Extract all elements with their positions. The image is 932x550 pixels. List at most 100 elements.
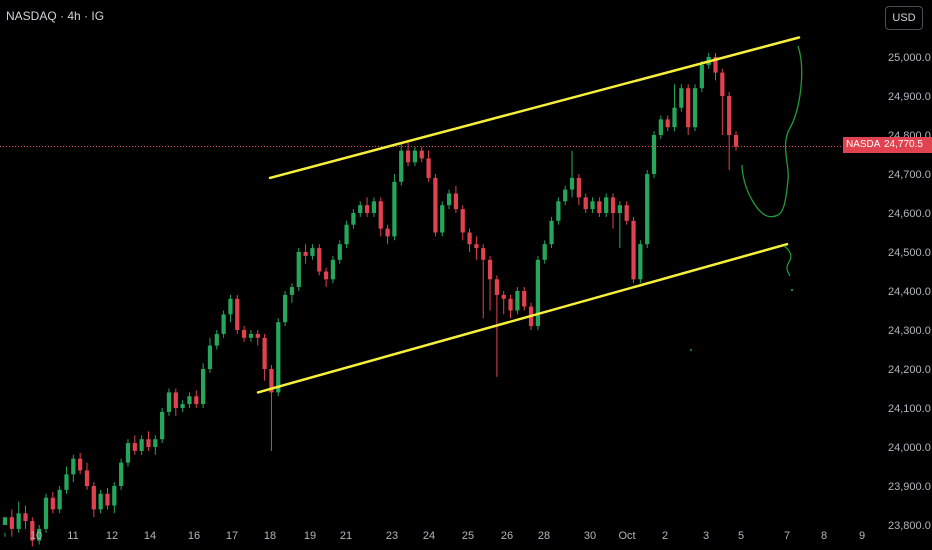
- y-tick-label: 24,600.0: [888, 208, 931, 220]
- drawing-dot: [790, 288, 794, 292]
- candle-body: [569, 177, 575, 190]
- symbol-title: NASDAQ · 4h · IG: [6, 9, 105, 23]
- x-tick-label: 10: [30, 530, 42, 542]
- candle-body: [317, 248, 322, 272]
- candle-body: [358, 205, 363, 213]
- candle-body: [160, 411, 165, 440]
- candle-body: [727, 96, 732, 135]
- candle-body: [651, 135, 657, 174]
- y-tick-label: 24,100.0: [888, 403, 931, 415]
- candle-body: [487, 259, 493, 280]
- candle-body: [494, 279, 500, 295]
- x-tick-label: 2: [662, 530, 668, 542]
- candle-body: [385, 228, 390, 237]
- channel-upper-line: [268, 36, 801, 180]
- candle-body: [214, 333, 219, 346]
- candle-body: [276, 322, 281, 393]
- candle-body: [692, 88, 698, 128]
- x-tick-label: 12: [106, 530, 118, 542]
- candle-body: [201, 369, 206, 405]
- currency-button[interactable]: USD: [885, 6, 923, 30]
- candle-body: [262, 337, 267, 369]
- candle-body: [153, 439, 158, 447]
- candle-body: [522, 291, 527, 307]
- candles-group: [2, 53, 739, 547]
- x-tick-label: 26: [501, 530, 513, 542]
- candle-body: [597, 201, 602, 213]
- candle-body: [241, 330, 247, 338]
- candle-body: [645, 174, 650, 245]
- candle-body: [535, 259, 540, 327]
- candle-body: [460, 209, 465, 233]
- x-tick-label: 7: [784, 530, 790, 542]
- candle-body: [23, 513, 28, 522]
- x-axis: 10 11 12 14 16 17 18 19 21 23 24 25 26 28 30 Oct 2 3 5 7 8 9: [30, 530, 865, 542]
- candle-body: [125, 443, 131, 463]
- candle-body: [440, 205, 445, 233]
- candle-body: [146, 439, 151, 447]
- candle-body: [446, 193, 452, 206]
- candle-body: [289, 287, 295, 295]
- x-tick-label: 30: [584, 530, 596, 542]
- candle-body: [187, 396, 192, 405]
- y-axis: 25,000.024,900.024,800.024,700.024,600.0…: [888, 52, 931, 532]
- candle-body: [665, 119, 670, 128]
- projection-drawing-tail: [783, 245, 792, 277]
- candle-body: [556, 201, 561, 221]
- x-tick-label: 21: [340, 530, 352, 542]
- candle-body: [699, 64, 704, 89]
- y-tick-label: 24,400.0: [888, 286, 931, 298]
- x-tick-label: 16: [188, 530, 200, 542]
- candle-body: [105, 493, 110, 506]
- candle-body: [50, 497, 55, 510]
- candle-body: [71, 458, 76, 475]
- candle-body: [549, 220, 554, 245]
- candle-body: [631, 220, 636, 280]
- candle-body: [255, 333, 260, 338]
- x-tick-label: 3: [703, 530, 709, 542]
- last-price-tag: 24,770.5: [881, 137, 932, 153]
- candle-body: [303, 252, 308, 256]
- candle-body: [686, 88, 691, 128]
- candle-body: [351, 213, 356, 225]
- x-tick-label: 24: [423, 530, 435, 542]
- symbol-price-tag: NASDAQ: [843, 137, 892, 153]
- candle-body: [173, 392, 178, 408]
- x-tick-label: Oct: [618, 530, 635, 542]
- candle-body: [78, 458, 83, 471]
- candle-body: [405, 150, 411, 163]
- candle-body: [720, 72, 725, 96]
- x-tick-label: 14: [144, 530, 156, 542]
- candle-body: [330, 259, 336, 280]
- candle-body: [508, 298, 513, 311]
- candle-body: [296, 252, 301, 288]
- y-tick-label: 23,900.0: [888, 481, 931, 493]
- candle-body: [235, 298, 240, 330]
- x-tick-label: 5: [738, 530, 744, 542]
- candle-body: [590, 201, 595, 210]
- x-tick-label: 17: [226, 530, 238, 542]
- candle-body: [194, 396, 199, 405]
- candle-body: [658, 119, 663, 135]
- candle-body: [412, 150, 418, 163]
- candle-body: [426, 158, 431, 178]
- candle-body: [453, 193, 459, 210]
- candle-body: [16, 513, 21, 529]
- candle-body: [139, 439, 144, 451]
- candle-body: [576, 177, 581, 198]
- y-tick-label: 24,900.0: [888, 91, 931, 103]
- candle-body: [583, 197, 588, 210]
- candle-body: [638, 244, 643, 280]
- candle-body: [467, 232, 472, 245]
- candle-body: [180, 404, 185, 408]
- candle-body: [37, 528, 42, 541]
- candle-body: [378, 201, 383, 229]
- y-tick-label: 24,000.0: [888, 442, 931, 454]
- candle-body: [542, 244, 547, 260]
- x-tick-label: 8: [821, 530, 827, 542]
- candle-body: [713, 57, 718, 73]
- candle-body: [515, 291, 520, 311]
- candle-body: [323, 271, 329, 280]
- candle-body: [119, 462, 124, 486]
